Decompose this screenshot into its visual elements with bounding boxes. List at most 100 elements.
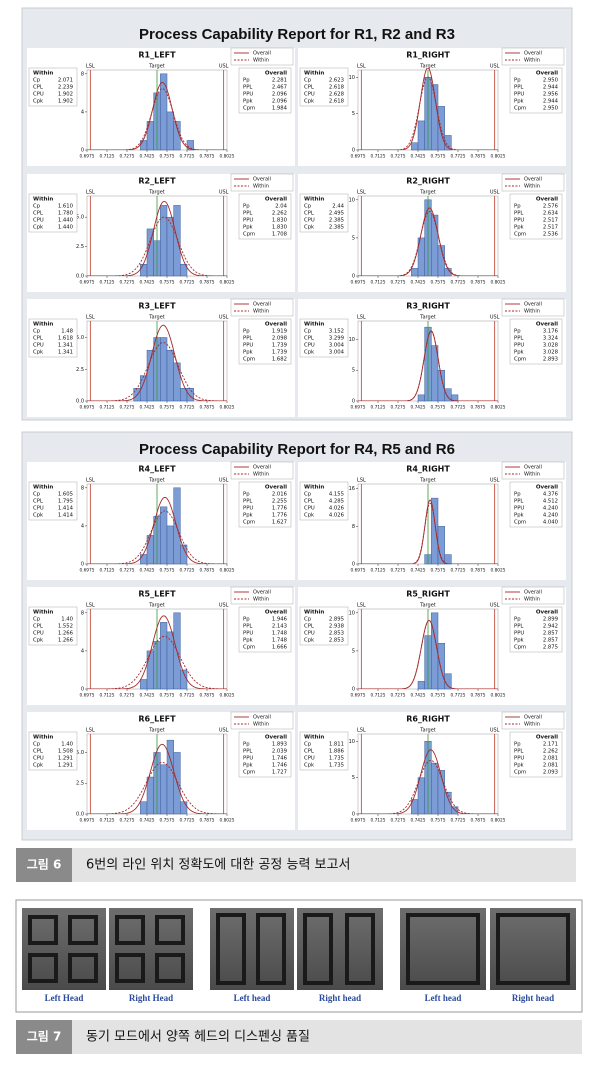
overall-stats-value: 2.944	[543, 99, 559, 105]
histogram-bar	[140, 554, 148, 565]
within-stats-value: 1.40	[61, 742, 73, 748]
overall-stats-label: PPL	[243, 749, 252, 755]
overall-stats-value: 2.956	[543, 92, 559, 98]
within-stats-value: 1.552	[58, 624, 73, 630]
x-tick-label: 0.7575	[159, 280, 174, 286]
caption-label: 그림 7	[27, 1030, 62, 1044]
overall-stats-label: Ppk	[514, 350, 525, 356]
within-stats-value: 2.385	[329, 225, 344, 231]
dispensed-large-squares	[406, 913, 570, 985]
within-stats-value: 3.152	[329, 329, 344, 335]
y-tick-label: 10	[349, 610, 355, 616]
y-tick-label: 8	[352, 524, 355, 530]
overall-stats-value: 1.946	[272, 617, 288, 623]
x-tick-label: 0.7575	[430, 280, 445, 286]
overall-stats-label: Cpm	[243, 645, 255, 651]
x-tick-label: 0.6975	[350, 568, 365, 574]
overall-stats-value: 1.748	[272, 638, 288, 644]
overall-stats-value: 1.666	[272, 645, 288, 651]
within-stats-label: Cp	[33, 78, 41, 84]
overall-stats-value: 1.739	[272, 350, 287, 356]
overall-stats-label: Ppk	[514, 763, 525, 769]
within-stats-value: 4.155	[329, 492, 344, 498]
overall-stats-value: 1.984	[272, 106, 288, 112]
x-tick-label: 0.7275	[390, 693, 405, 699]
within-stats-label: Cp	[304, 204, 312, 210]
overall-stats-title: Overall	[265, 485, 287, 491]
overall-stats-label: PPL	[243, 624, 252, 630]
y-tick-label: 8	[81, 71, 84, 77]
reference-label: LSL	[357, 478, 366, 484]
legend-label: Overall	[524, 177, 542, 183]
overall-stats-label: Cpm	[243, 357, 255, 363]
overall-stats-value: 1.708	[272, 232, 288, 238]
x-tick-label: 0.7575	[430, 818, 445, 824]
y-tick-label: 0	[352, 687, 355, 693]
within-stats-label: CPL	[33, 85, 43, 91]
x-tick-label: 0.7275	[390, 280, 405, 286]
fit-curve	[87, 324, 227, 401]
x-tick-label: 0.7575	[430, 154, 445, 160]
y-tick-label: 0	[81, 687, 84, 693]
overall-stats-label: Cpm	[243, 232, 255, 238]
overall-stats-box	[509, 318, 563, 365]
within-stats-title: Within	[33, 197, 53, 203]
x-tick-label: 0.7725	[179, 568, 194, 574]
overall-stats-value: 2.517	[543, 218, 558, 224]
overall-stats-label: Pp	[243, 617, 250, 623]
overall-stats-value: 3.028	[543, 343, 559, 349]
overall-stats-value: 2.255	[272, 499, 287, 505]
within-stats-label: CPU	[304, 506, 315, 512]
within-stats-label: CPU	[33, 506, 44, 512]
legend-label: Overall	[253, 715, 271, 721]
within-stats-value: 1.341	[58, 343, 73, 349]
chart-title: R4_LEFT	[138, 465, 176, 474]
legend-label: Overall	[524, 302, 542, 308]
histogram-bar	[140, 679, 148, 690]
caption-bar	[16, 1020, 582, 1054]
within-stats-box	[28, 481, 78, 521]
legend-box	[230, 47, 294, 66]
within-stats-value: 3.004	[329, 343, 345, 349]
legend-box	[501, 298, 565, 317]
within-stats-label: Cp	[33, 204, 41, 210]
x-tick-label: 0.6975	[350, 818, 365, 824]
x-tick-label: 0.7125	[370, 280, 385, 286]
x-tick-label: 0.7125	[370, 405, 385, 411]
within-stats-value: 1.341	[58, 350, 73, 356]
overall-stats-title: Overall	[265, 735, 287, 741]
within-stats-box	[299, 606, 349, 646]
y-tick-label: 5	[352, 111, 355, 117]
fit-curve	[358, 330, 498, 401]
x-tick-label: 0.8025	[490, 280, 505, 286]
within-stats-value: 1.886	[329, 749, 345, 755]
overall-stats-title: Overall	[536, 610, 558, 616]
reference-label: LSL	[357, 728, 366, 734]
histogram-bar	[417, 394, 425, 402]
x-tick-label: 0.7725	[179, 154, 194, 160]
within-stats-title: Within	[304, 322, 324, 328]
reference-label: USL	[490, 190, 500, 196]
x-tick-label: 0.8025	[219, 280, 234, 286]
overall-stats-title: Overall	[265, 197, 287, 203]
fit-curve	[87, 88, 227, 150]
overall-stats-box	[238, 606, 292, 653]
overall-stats-label: Pp	[514, 742, 521, 748]
within-stats-value: 2.853	[329, 631, 344, 637]
x-tick-label: 0.7875	[470, 568, 485, 574]
histogram-bar	[173, 362, 181, 402]
reference-label: LSL	[86, 190, 95, 196]
within-stats-box	[299, 481, 349, 521]
x-tick-label: 0.7875	[199, 280, 214, 286]
within-stats-label: CPL	[33, 211, 43, 217]
overall-stats-value: 2.576	[543, 204, 559, 210]
overall-stats-label: Ppk	[243, 225, 254, 231]
legend-label: Within	[253, 184, 269, 190]
fit-curve	[87, 496, 227, 564]
reference-label: USL	[219, 603, 229, 609]
within-stats-value: 1.440	[58, 218, 74, 224]
reference-label: USL	[490, 603, 500, 609]
chart-title: R3_LEFT	[138, 302, 176, 311]
overall-stats-label: PPU	[243, 343, 253, 349]
